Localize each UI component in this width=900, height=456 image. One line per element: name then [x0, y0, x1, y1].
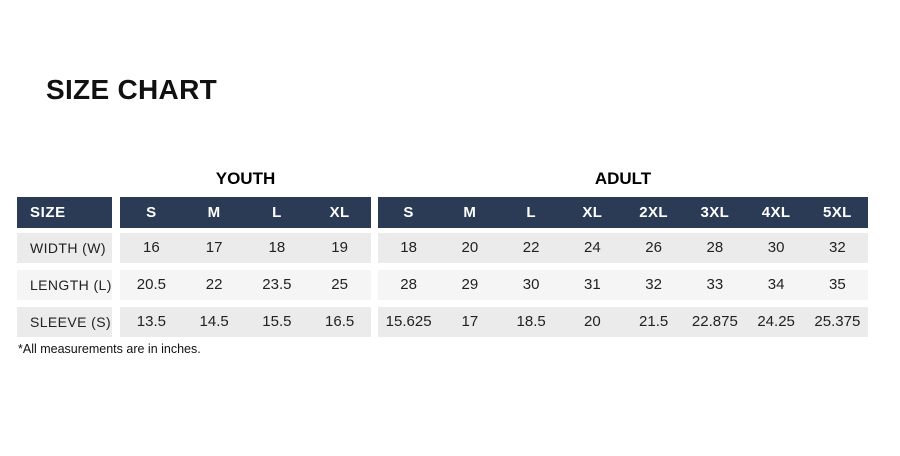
value-cell: 19 [331, 239, 348, 256]
value-cell: 25.375 [814, 313, 861, 330]
size-header-xl: XL [329, 204, 350, 221]
value-cell: 28 [706, 239, 724, 256]
value-cell: 24.25 [757, 313, 795, 330]
youth-values-block: 16 17 18 19 [120, 233, 371, 263]
table-row: LENGTH (L) 20.5 22 23.5 25 28 29 30 31 32 33 34 35 [0, 270, 900, 300]
value-cell: 18 [268, 239, 286, 256]
footnote: *All measurements are in inches. [18, 342, 201, 356]
adult-values-block: 15.625 17 18.5 20 21.5 22.875 24.25 25.375 [378, 307, 868, 337]
value-cell: 23.5 [262, 276, 292, 293]
value-cell: 20 [461, 239, 479, 256]
row-label: SLEEVE (S) [17, 307, 112, 337]
group-label-adult: ADULT [594, 169, 652, 188]
value-cell: 22 [205, 276, 223, 293]
value-cell: 15.5 [262, 313, 292, 330]
value-cell: 25 [331, 276, 348, 293]
value-cell: 20.5 [136, 276, 166, 293]
page-title: SIZE CHART [46, 74, 217, 105]
size-header-l: L [272, 204, 282, 221]
value-cell: 29 [461, 276, 479, 293]
table-row: WIDTH (W) 16 17 18 19 18 20 22 24 26 28 30 32 [0, 233, 900, 263]
value-cell: 28 [400, 276, 417, 293]
value-cell: 13.5 [136, 313, 166, 330]
value-cell: 16 [143, 239, 160, 256]
adult-size-header-block: S M L XL 2XL 3XL 4XL 5XL [378, 197, 868, 228]
size-header-2xl: 2XL [639, 204, 668, 221]
value-cell: 22.875 [691, 313, 738, 330]
value-cell: 33 [706, 276, 724, 293]
value-cell: 14.5 [199, 313, 229, 330]
size-header-3xl: 3XL [700, 204, 730, 221]
value-cell: 17 [205, 239, 223, 256]
size-header-xl: XL [582, 204, 603, 221]
youth-size-header-block: S M L XL [120, 197, 371, 228]
value-cell: 31 [584, 276, 601, 293]
value-cell: 20 [584, 313, 601, 330]
size-header-l: L [526, 204, 536, 221]
value-cell: 24 [584, 239, 601, 256]
size-header-s: S [403, 204, 414, 221]
size-header-5xl: 5XL [823, 204, 852, 221]
value-cell: 15.625 [385, 313, 432, 330]
size-header-4xl: 4XL [761, 204, 791, 221]
size-header-m: M [207, 204, 221, 221]
value-cell: 32 [645, 276, 662, 293]
value-cell: 21.5 [639, 313, 669, 330]
adult-values-block: 18 20 22 24 26 28 30 32 [378, 233, 868, 263]
group-label-youth: YOUTH [215, 169, 276, 188]
value-cell: 30 [767, 239, 785, 256]
table-row: SLEEVE (S) 13.5 14.5 15.5 16.5 15.625 17 18.5 20… [0, 307, 900, 337]
size-header-s: S [146, 204, 157, 221]
value-cell: 34 [767, 276, 785, 293]
value-cell: 16.5 [325, 313, 355, 330]
adult-values-block: 28 29 30 31 32 33 34 35 [378, 270, 868, 300]
value-cell: 26 [645, 239, 662, 256]
value-cell: 18.5 [516, 313, 546, 330]
value-cell: 18 [400, 239, 417, 256]
value-cell: 22 [522, 239, 540, 256]
value-cell: 35 [829, 276, 846, 293]
row-label: WIDTH (W) [17, 233, 112, 263]
row-label: LENGTH (L) [17, 270, 112, 300]
size-corner-header-cell: SIZE [17, 197, 112, 228]
youth-values-block: 13.5 14.5 15.5 16.5 [120, 307, 371, 337]
youth-values-block: 20.5 22 23.5 25 [120, 270, 371, 300]
value-cell: 17 [461, 313, 479, 330]
size-header-m: M [463, 204, 477, 221]
value-cell: 30 [522, 276, 540, 293]
value-cell: 32 [829, 239, 846, 256]
